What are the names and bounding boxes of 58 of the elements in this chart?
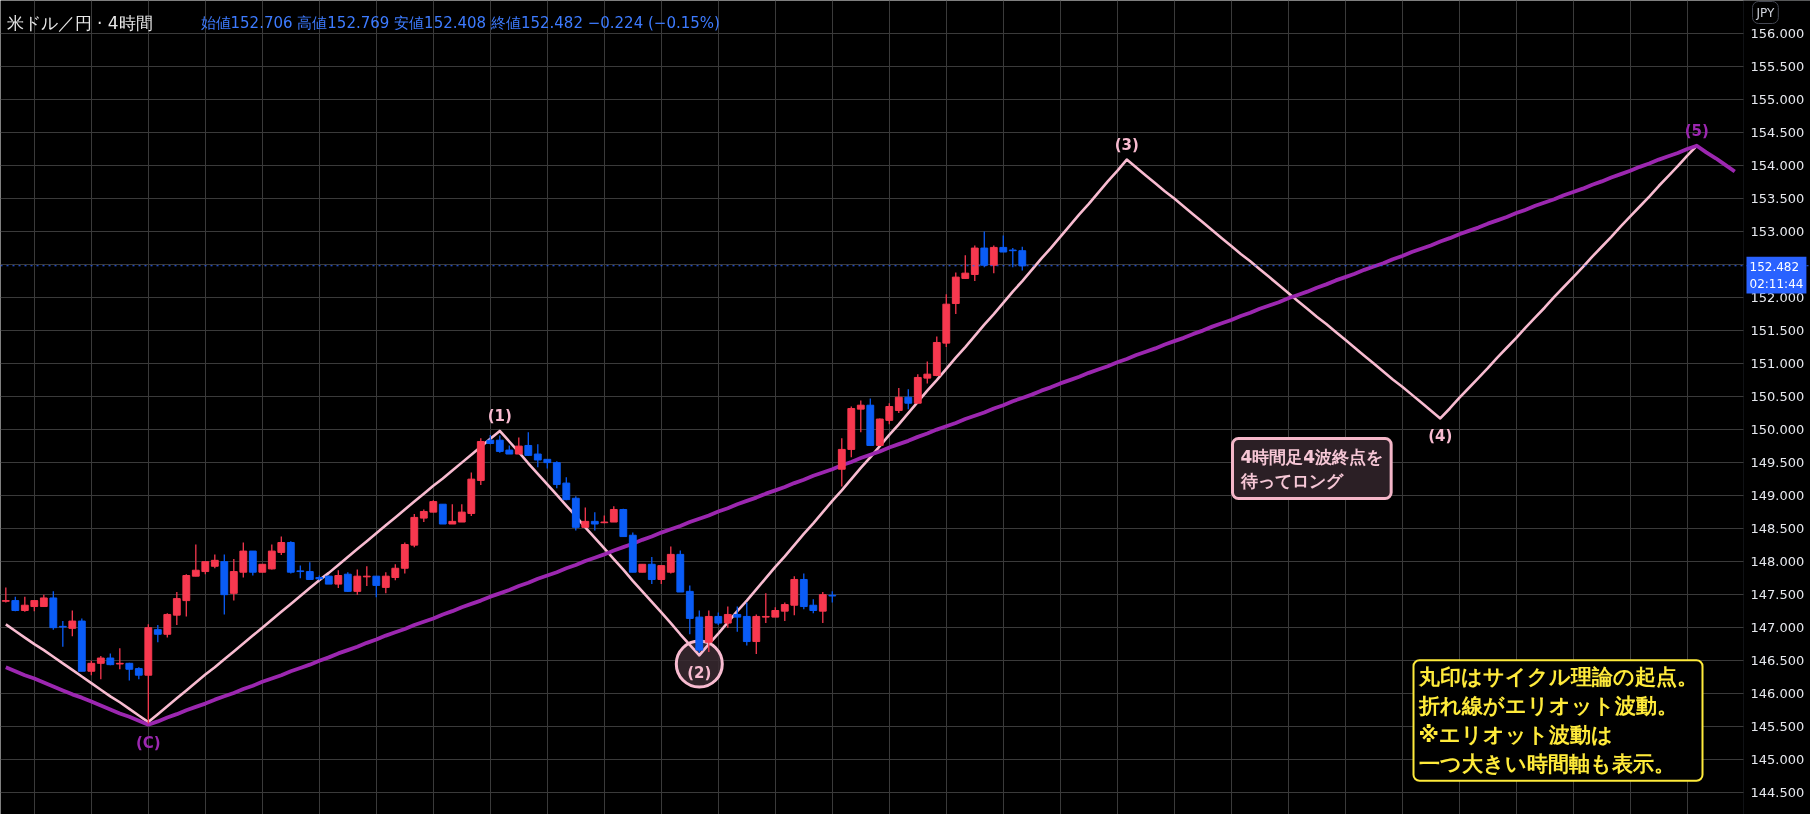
candlestick xyxy=(248,550,257,577)
y-tick-label: 155.500 xyxy=(1750,59,1805,75)
candlestick xyxy=(96,655,105,680)
candlestick xyxy=(980,230,989,268)
text: 米ドル／円 · 4時間 xyxy=(6,12,153,33)
y-tick-label: 144.500 xyxy=(1750,785,1805,801)
y-tick-label: 154.000 xyxy=(1750,158,1805,174)
annotation: (C) xyxy=(135,733,161,752)
candlestick xyxy=(115,647,124,670)
candlestick xyxy=(733,605,742,633)
y-tick-label: 145.000 xyxy=(1750,752,1805,768)
y-tick-label: 147.000 xyxy=(1750,620,1805,636)
candlestick xyxy=(723,605,732,629)
y-tick-label: 156.000 xyxy=(1750,26,1805,42)
candlestick xyxy=(894,387,903,414)
candlestick xyxy=(68,609,77,637)
y-tick-label: 145.500 xyxy=(1750,719,1805,735)
annotation: 4時間足4波終点を待ってロング xyxy=(1239,446,1384,491)
y-tick-label: 149.000 xyxy=(1750,488,1805,504)
candlestick xyxy=(438,503,447,525)
candlestick xyxy=(163,612,172,639)
y-tick-label: 153.000 xyxy=(1750,224,1805,240)
y-tick-label: 151.500 xyxy=(1750,323,1805,339)
candlestick xyxy=(590,511,599,532)
y-tick-label: 150.500 xyxy=(1750,389,1805,405)
annotation: (4) xyxy=(1428,427,1453,446)
candlestick xyxy=(372,575,381,598)
y-tick-label: 146.500 xyxy=(1750,653,1805,669)
y-tick-label: 148.500 xyxy=(1750,521,1805,537)
ref-line-label: 152.482 02:11:44 xyxy=(1749,259,1804,291)
y-tick-label: 151.000 xyxy=(1750,356,1805,372)
candlestick xyxy=(904,388,913,410)
annotation: (5) xyxy=(1684,121,1709,140)
candlestick xyxy=(818,591,827,624)
y-tick-label: 147.500 xyxy=(1750,587,1805,603)
y-tick-label: 149.500 xyxy=(1750,455,1805,471)
annotation: 丸印はサイクル理論の起点。折れ線がエリオット波動。※エリオット波動は一つ大きい時間軸も表示。 xyxy=(1417,665,1698,776)
candlestick xyxy=(657,564,666,585)
candlestick xyxy=(581,506,590,528)
candlestick xyxy=(647,556,656,585)
candlestick xyxy=(989,244,998,274)
annotation: (3) xyxy=(1114,135,1139,154)
y-tick-label: 146.000 xyxy=(1750,686,1805,702)
annotation: (1) xyxy=(487,406,512,425)
y-tick-label: 152.000 xyxy=(1750,290,1805,306)
candlestick xyxy=(666,545,675,575)
text: JPY xyxy=(1755,5,1776,20)
candlestick xyxy=(58,620,67,648)
y-tick-label: 153.500 xyxy=(1750,191,1805,207)
candlestick xyxy=(353,568,362,596)
y-tick-label: 155.000 xyxy=(1750,92,1805,108)
annotation: (2) xyxy=(687,664,712,683)
candlestick xyxy=(856,399,865,433)
text: 始値152.706 高値152.769 安値152.408 終値152.482 −0.224 (−0.15%) xyxy=(200,13,720,32)
y-tick-label: 154.500 xyxy=(1750,125,1805,141)
y-tick-label: 148.000 xyxy=(1750,554,1805,570)
y-tick-label: 150.000 xyxy=(1750,422,1805,438)
candlestick xyxy=(448,503,457,525)
